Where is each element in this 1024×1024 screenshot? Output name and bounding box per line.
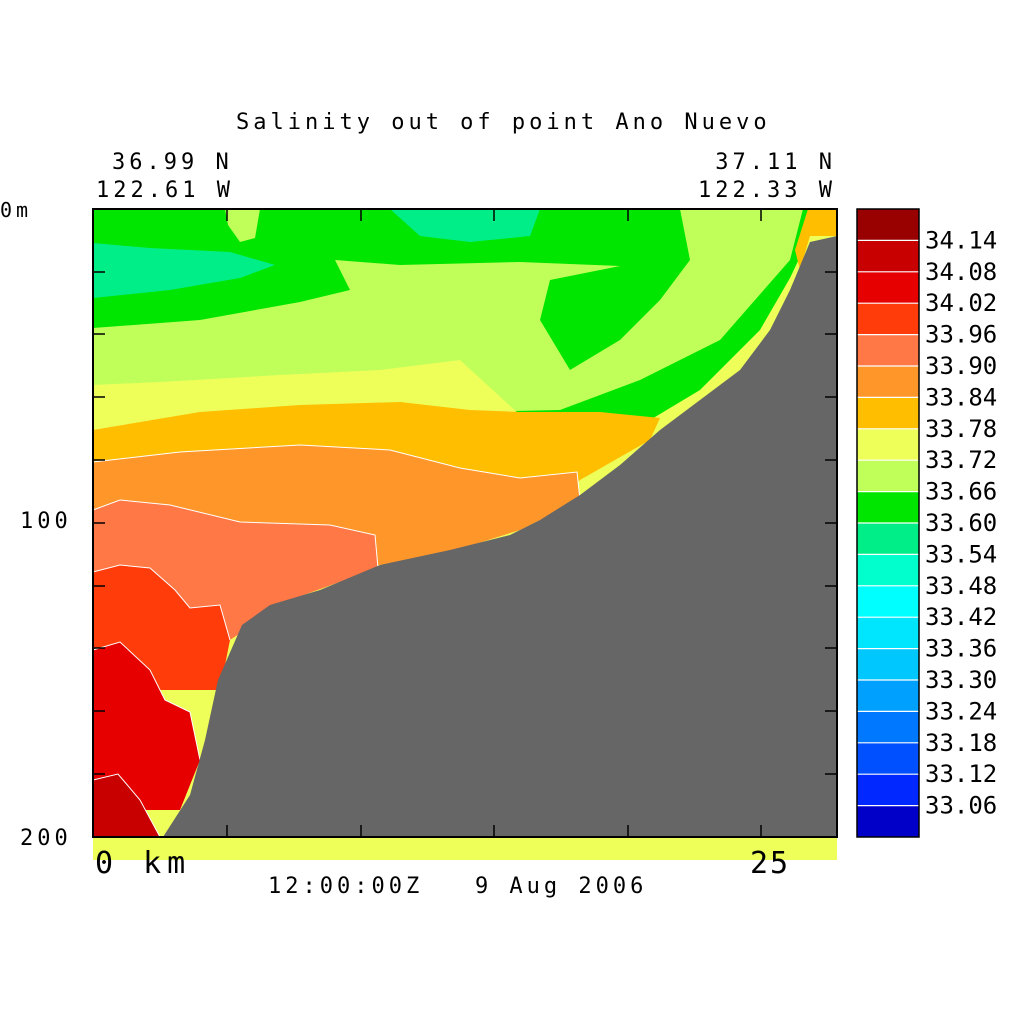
right-endpoint-longitude: 122.33 W <box>698 178 836 203</box>
chart-timestamp: 12:00:00Z 9 Aug 2006 <box>268 874 648 899</box>
legend-level-label: 33.36 <box>925 635 997 663</box>
legend-swatch <box>857 523 919 555</box>
right-endpoint-latitude: 37.11 N <box>715 150 836 175</box>
legend-level-label: 33.18 <box>925 729 997 757</box>
legend-level-label: 33.48 <box>925 572 997 600</box>
contour-lines <box>92 444 581 838</box>
legend-swatch <box>857 209 919 241</box>
contour-band-33-54-top <box>390 209 540 242</box>
legend-swatch <box>857 271 919 304</box>
contour-line-34-02 <box>92 641 201 761</box>
legend-level-label: 33.72 <box>925 446 997 474</box>
contour-line-33-84 <box>92 444 581 501</box>
legend-swatch <box>857 711 919 744</box>
legend-swatch <box>857 554 919 587</box>
legend-swatch <box>857 334 919 367</box>
legend-level-label: 33.12 <box>925 760 997 788</box>
legend-swatch <box>857 742 919 775</box>
legend-level-label: 33.60 <box>925 509 997 537</box>
x-tick-label-right: 25 <box>750 846 791 881</box>
legend-swatch <box>857 774 919 807</box>
legend-swatch <box>857 648 919 681</box>
legend-level-label: 33.30 <box>925 666 997 694</box>
legend-level-label: 33.42 <box>925 603 997 631</box>
legend-swatch <box>857 428 919 461</box>
legend-frame <box>856 208 920 838</box>
legend-level-label: 33.06 <box>925 792 997 820</box>
legend-level-label: 33.24 <box>925 697 997 725</box>
legend-level-label: 34.08 <box>925 258 997 286</box>
chart-title: Salinity out of point Ano Nuevo <box>236 110 771 135</box>
contour-band-34-02 <box>93 642 200 810</box>
legend-swatch <box>857 617 919 650</box>
legend-swatch <box>857 460 919 493</box>
contour-band-34-08 <box>93 774 160 837</box>
legend-swatch <box>857 585 919 618</box>
contour-band-33-78-corner <box>795 209 837 270</box>
contour-band-33-66-patch <box>225 209 260 242</box>
x-tick-label-left: 0 km <box>95 846 192 881</box>
legend-swatch <box>857 366 919 398</box>
bottom-topography <box>163 236 837 837</box>
y-tick-label-bottom: 200 <box>20 826 72 851</box>
legend-swatch <box>857 303 919 336</box>
legend-level-label: 34.02 <box>925 289 997 317</box>
legend-swatch <box>857 805 919 838</box>
legend-level-label: 33.66 <box>925 478 997 506</box>
legend-level-label: 33.90 <box>925 352 997 380</box>
legend-level-label: 33.84 <box>925 383 997 411</box>
legend-swatch <box>857 397 919 430</box>
contour-band-33-54-left <box>93 243 275 298</box>
legend-swatch <box>857 680 919 712</box>
legend-swatch <box>857 240 919 273</box>
y-tick-label-top: 0m <box>0 198 33 222</box>
left-endpoint-longitude: 122.61 W <box>96 178 234 203</box>
legend-level-label: 33.96 <box>925 321 997 349</box>
colorbar-legend: 34.14 34.08 34.02 33.96 33.90 33.84 33.78 33.72… <box>856 208 997 838</box>
contour-line-33-96 <box>92 564 231 641</box>
y-tick-label-middle: 100 <box>20 509 72 534</box>
legend-level-label: 34.14 <box>925 226 997 254</box>
axis-ticks <box>93 209 837 837</box>
legend-level-label: 33.78 <box>925 415 997 443</box>
contour-line-33-90 <box>92 499 379 569</box>
legend-level-label: 33.54 <box>925 540 997 568</box>
left-endpoint-latitude: 36.99 N <box>112 150 233 175</box>
contour-line-34-08 <box>92 773 161 838</box>
contour-band-33-66 <box>93 209 803 420</box>
legend-swatch <box>857 491 919 524</box>
